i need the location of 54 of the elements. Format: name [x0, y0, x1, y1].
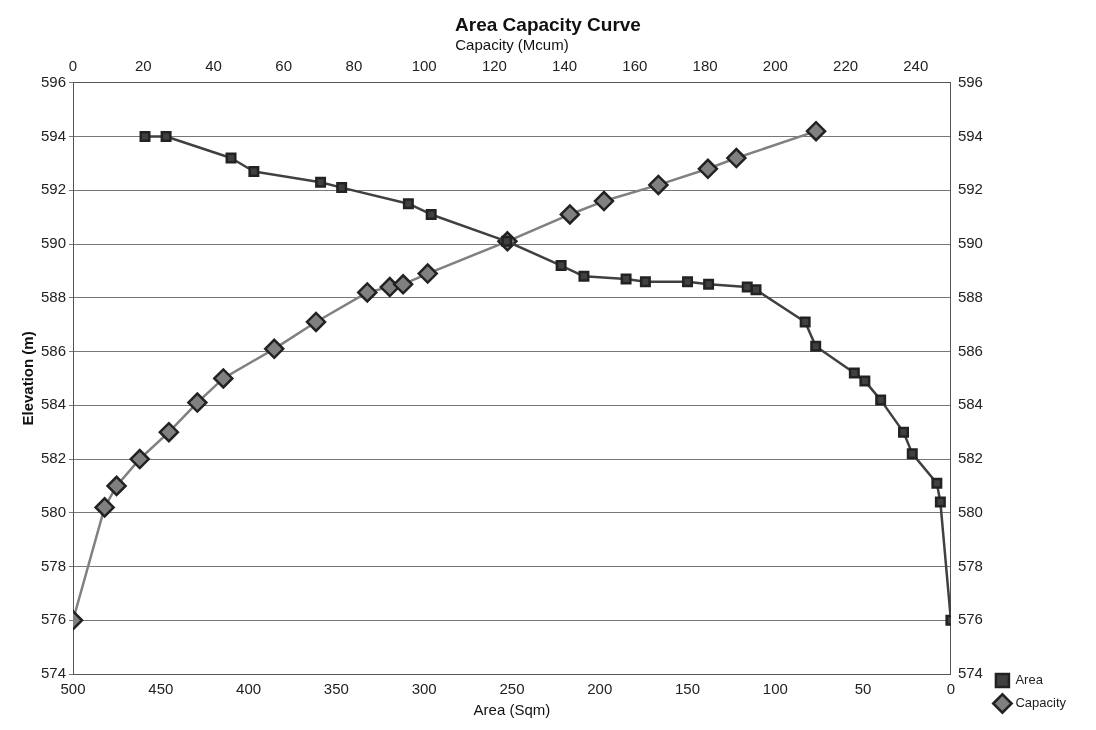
- x2-tick-label: 60: [275, 56, 293, 74]
- y2-tick-label: 580: [957, 502, 983, 520]
- x2-tick-label: 180: [692, 56, 718, 74]
- y2-tick-label: 582: [957, 449, 983, 467]
- legend-label: Area: [1015, 672, 1044, 688]
- y-tick-label: 592: [41, 180, 67, 198]
- y-tick-label: 574: [41, 664, 67, 682]
- y2-tick-label: 592: [957, 180, 983, 198]
- x2-tick-label: 160: [622, 56, 648, 74]
- x2-tick-label: 240: [903, 56, 929, 74]
- x-tick-label: 50: [854, 680, 872, 698]
- y2-tick-label: 578: [957, 556, 983, 574]
- y-tick-label: 594: [41, 126, 67, 144]
- x-tick-label: 250: [499, 680, 525, 698]
- x2-tick-label: 220: [833, 56, 859, 74]
- y-axis-title: Elevation (m): [19, 331, 37, 426]
- x2-tick-label: 200: [762, 56, 788, 74]
- x-tick-label: 0: [946, 680, 956, 698]
- x-tick-label: 300: [411, 680, 437, 698]
- x-tick-label: 100: [762, 680, 788, 698]
- y-tick-label: 584: [41, 395, 67, 413]
- y-tick-label: 576: [41, 610, 67, 628]
- y2-tick-label: 590: [957, 234, 983, 252]
- x2-tick-label: 120: [481, 56, 507, 74]
- x2-tick-label: 100: [411, 56, 437, 74]
- x2-axis-title: Capacity (Mcum): [455, 35, 569, 53]
- x-tick-label: 450: [148, 680, 174, 698]
- x-axis-title: Area (Sqm): [473, 701, 551, 719]
- y2-tick-label: 576: [957, 610, 983, 628]
- y-tick-label: 580: [41, 502, 67, 520]
- x-tick-label: 150: [675, 680, 701, 698]
- y-tick-label: 588: [41, 287, 67, 305]
- y-tick-label: 586: [41, 341, 67, 359]
- x-tick-label: 400: [236, 680, 262, 698]
- y2-tick-label: 588: [957, 287, 983, 305]
- chart-title: Area Capacity Curve: [455, 13, 641, 35]
- y-tick-label: 578: [41, 556, 67, 574]
- x2-tick-label: 20: [134, 56, 152, 74]
- x-tick-label: 350: [323, 680, 349, 698]
- y2-tick-label: 574: [957, 664, 983, 682]
- y2-tick-label: 584: [957, 395, 983, 413]
- y-tick-label: 596: [41, 72, 67, 90]
- legend-label: Capacity: [1015, 695, 1067, 711]
- y-tick-label: 590: [41, 234, 67, 252]
- x2-tick-label: 140: [552, 56, 578, 74]
- x-tick-label: 200: [587, 680, 613, 698]
- x2-tick-label: 80: [345, 56, 363, 74]
- x2-tick-label: 0: [68, 56, 78, 74]
- x2-tick-label: 40: [205, 56, 222, 74]
- y-tick-label: 582: [41, 449, 67, 467]
- y2-tick-label: 596: [957, 72, 983, 90]
- y2-tick-label: 586: [957, 341, 983, 359]
- y2-tick-label: 594: [957, 126, 983, 144]
- x-tick-label: 500: [60, 680, 86, 698]
